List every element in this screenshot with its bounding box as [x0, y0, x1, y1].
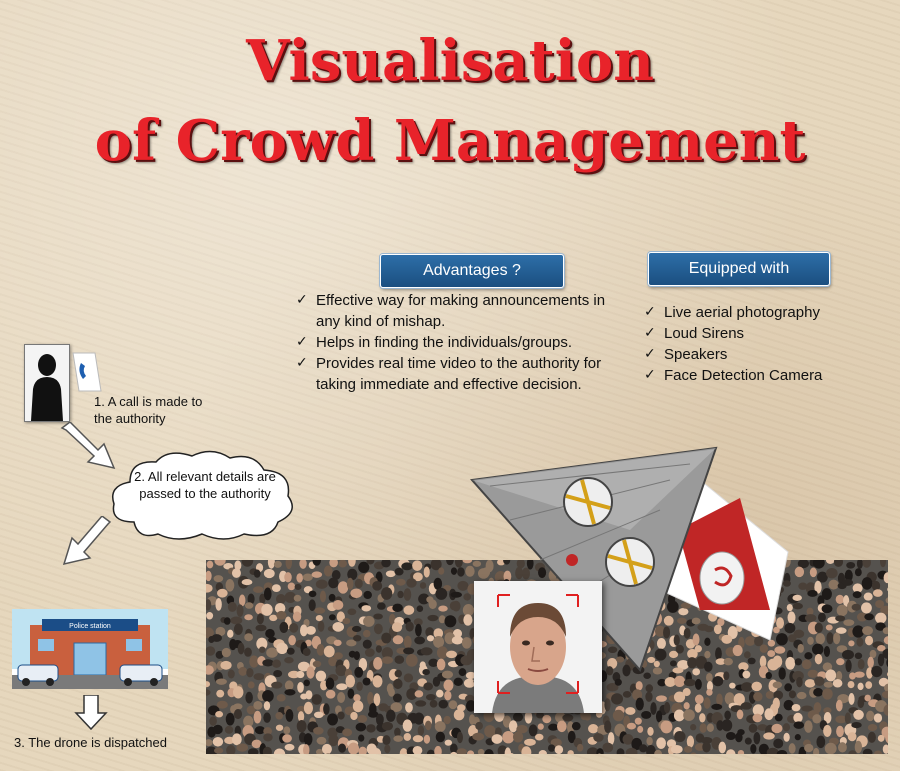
- list-item: ✓ Helps in finding the individuals/groups…: [296, 334, 572, 351]
- arrow-right-down-icon: [60, 422, 116, 470]
- check-icon: ✓: [644, 346, 656, 362]
- list-item: ✓ Live aerial photography: [644, 304, 820, 321]
- arrow-down-icon: [74, 695, 108, 731]
- step-1-text: 1. A call is made to the authority: [94, 394, 203, 426]
- check-icon: ✓: [644, 367, 656, 383]
- advantages-list: ✓ Effective way for making announcements …: [296, 290, 626, 395]
- check-icon: ✓: [296, 292, 308, 308]
- police-station-icon: Police station: [12, 609, 168, 689]
- details-cloud-icon: [112, 450, 293, 540]
- check-icon: ✓: [644, 325, 656, 341]
- equipped-heading: Equipped with: [648, 252, 830, 286]
- list-item: ✓ Speakers: [644, 346, 728, 363]
- advantages-heading: Advantages ?: [380, 254, 564, 288]
- arrow-left-down-icon: [62, 516, 112, 566]
- list-item: ✓ Loud Sirens: [644, 325, 745, 342]
- step-3-text: 3. The drone is dispatched: [14, 735, 167, 750]
- title-line-2: of Crowd Management: [94, 108, 806, 174]
- list-item: ✓ Provides real time video to the authori…: [296, 355, 602, 393]
- list-item: ✓ Face Detection Camera: [644, 367, 823, 384]
- title-line-1: Visualisation: [246, 28, 654, 94]
- check-icon: ✓: [296, 355, 308, 371]
- phone-icon: [72, 352, 102, 392]
- drone-icon: [470, 446, 789, 672]
- list-item: ✓ Effective way for making announcements …: [296, 292, 606, 330]
- face-detection-image: [474, 581, 602, 713]
- step-2-text: 2. All relevant details are passed to th…: [134, 469, 276, 501]
- check-icon: ✓: [296, 334, 308, 350]
- police-sign-text: Police station: [69, 623, 111, 630]
- check-icon: ✓: [644, 304, 656, 320]
- caller-silhouette-icon: [24, 344, 70, 422]
- equipped-list: ✓ Live aerial photography ✓ Loud Sirens ✓ S…: [644, 302, 884, 386]
